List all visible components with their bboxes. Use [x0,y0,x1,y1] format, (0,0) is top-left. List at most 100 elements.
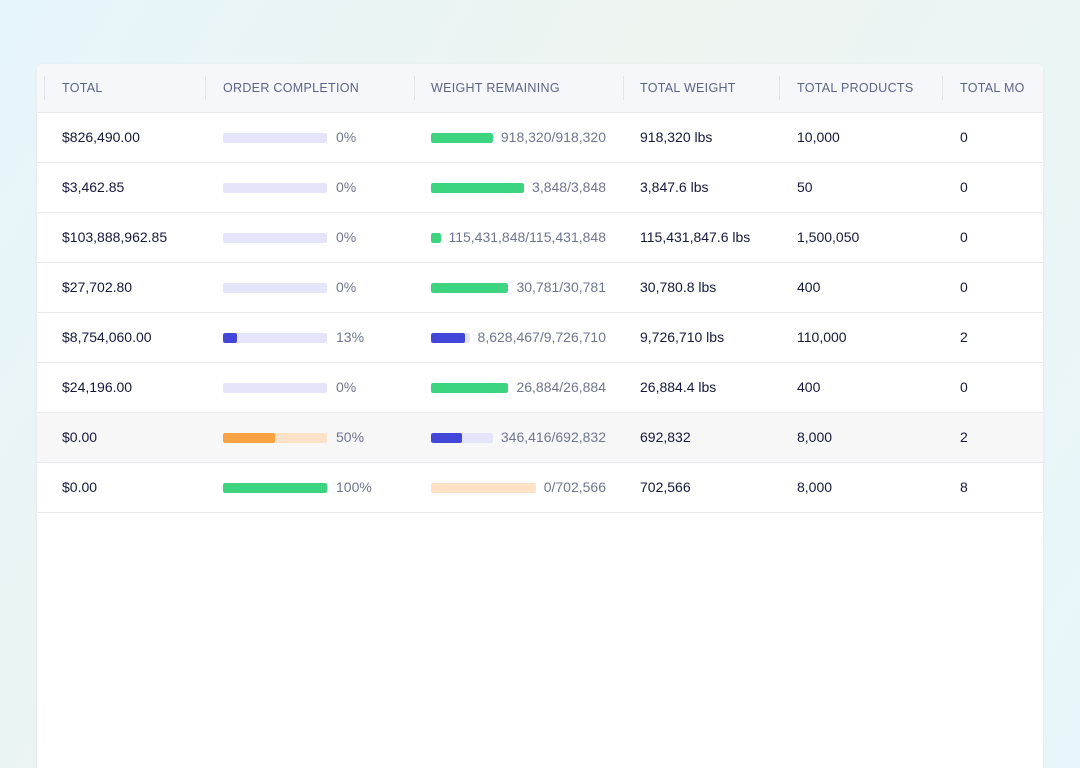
cell-total-weight: 702,566 [640,479,691,495]
weight-progress-bar [431,183,524,193]
weight-remaining-text: 26,884/26,884 [516,379,606,395]
weight-remaining-text: 0/702,566 [543,479,606,495]
cell-total-weight: 3,847.6 lbs [640,179,709,195]
cell-total: $24,196.00 [62,379,133,395]
cell-total: $0.00 [62,479,98,495]
cell-weight-remaining: 8,628,467/9,726,710 [431,313,606,362]
weight-progress-fill [431,333,465,343]
column-header-total-mo[interactable]: TOTAL MO [960,81,1025,95]
weight-remaining-text: 115,431,848/115,431,848 [448,229,606,245]
cell-weight-remaining: 346,416/692,832 [431,413,606,462]
cell-total-mo: 8 [960,479,968,495]
order-completion-percent: 50% [336,429,365,445]
weight-progress-bar [431,283,508,293]
column-header-order-completion[interactable]: ORDER COMPLETION [223,81,360,95]
cell-total: $0.00 [62,429,98,445]
table-row[interactable]: $0.00 50% 346,416/692,832 692,832 8,000 2 [37,413,1043,463]
column-separator [205,76,206,100]
order-progress-bar [223,183,327,193]
cell-order-completion: 0% [223,113,423,162]
cell-order-completion: 0% [223,213,423,262]
cell-total-mo: 2 [960,329,968,345]
table-row[interactable]: $826,490.00 0% 918,320/918,320 918,320 lbs 1… [37,113,1043,163]
cell-total: $27,702.80 [62,279,133,295]
cell-weight-remaining: 26,884/26,884 [431,363,606,412]
cell-total-products: 400 [797,279,821,295]
cell-total-mo: 2 [960,429,968,445]
cell-order-completion: 100% [223,463,423,512]
cell-total-mo: 0 [960,379,968,395]
column-header-total[interactable]: TOTAL [62,81,103,95]
weight-progress-bar [431,233,441,243]
order-progress-bar [223,283,327,293]
order-completion-percent: 0% [336,279,357,295]
column-header-total-weight[interactable]: TOTAL WEIGHT [640,81,736,95]
weight-progress-fill [431,233,441,243]
order-completion-percent: 0% [336,129,357,145]
cell-total-products: 110,000 [797,329,847,345]
column-header-total-products[interactable]: TOTAL PRODUCTS [797,81,914,95]
cell-weight-remaining: 3,848/3,848 [431,163,606,212]
weight-remaining-text: 346,416/692,832 [500,429,606,445]
weight-progress-fill [431,283,508,293]
order-completion-percent: 0% [336,379,357,395]
column-separator [623,76,624,100]
cell-order-completion: 13% [223,313,423,362]
cell-total-products: 8,000 [797,429,833,445]
weight-progress-bar [431,333,470,343]
cell-order-completion: 0% [223,263,423,312]
table-row[interactable]: $27,702.80 0% 30,781/30,781 30,780.8 lbs 400… [37,263,1043,313]
cell-total-products: 400 [797,379,821,395]
table-row[interactable]: $8,754,060.00 13% 8,628,467/9,726,710 9,726… [37,313,1043,363]
cell-total-products: 50 [797,179,813,195]
cell-total-weight: 918,320 lbs [640,129,713,145]
cell-total-weight: 26,884.4 lbs [640,379,717,395]
table-row[interactable]: $103,888,962.85 0% 115,431,848/115,431,848… [37,213,1043,263]
orders-table-panel: TOTAL ORDER COMPLETION WEIGHT REMAINING … [37,64,1043,768]
cell-weight-remaining: 115,431,848/115,431,848 [431,213,606,262]
cell-total-mo: 0 [960,129,968,145]
cell-total: $826,490.00 [62,129,140,145]
cell-total-weight: 30,780.8 lbs [640,279,717,295]
order-progress-fill [223,333,237,343]
weight-remaining-text: 3,848/3,848 [532,179,606,195]
weight-progress-bar [431,383,508,393]
order-progress-bar [223,383,327,393]
cell-total-mo: 0 [960,179,968,195]
order-completion-percent: 0% [336,179,357,195]
weight-remaining-text: 30,781/30,781 [516,279,606,295]
cell-weight-remaining: 0/702,566 [431,463,606,512]
cell-total-products: 1,500,050 [797,229,860,245]
order-completion-percent: 100% [336,479,372,495]
cell-total-weight: 115,431,847.6 lbs [640,229,751,245]
order-progress-bar [223,233,327,243]
column-header-weight-remaining[interactable]: WEIGHT REMAINING [431,81,560,95]
weight-progress-fill [431,433,462,443]
table-header: TOTAL ORDER COMPLETION WEIGHT REMAINING … [37,64,1043,113]
order-progress-fill [223,433,275,443]
weight-progress-fill [431,183,524,193]
table-row[interactable]: $3,462.85 0% 3,848/3,848 3,847.6 lbs 50 0 [37,163,1043,213]
cell-total: $103,888,962.85 [62,229,168,245]
cell-order-completion: 0% [223,163,423,212]
cell-order-completion: 50% [223,413,423,462]
cell-total-products: 10,000 [797,129,840,145]
order-progress-fill [223,483,327,493]
weight-progress-fill [431,133,493,143]
column-separator [414,76,415,100]
column-separator [942,76,943,100]
weight-progress-bar [431,483,536,493]
cell-total-weight: 9,726,710 lbs [640,329,725,345]
weight-progress-bar [431,433,493,443]
table-row[interactable]: $0.00 100% 0/702,566 702,566 8,000 8 [37,463,1043,513]
order-progress-bar [223,483,327,493]
weight-progress-bar [431,133,493,143]
order-completion-percent: 0% [336,229,357,245]
cell-total-products: 8,000 [797,479,833,495]
weight-remaining-text: 918,320/918,320 [500,129,606,145]
cell-total-weight: 692,832 [640,429,691,445]
table-row[interactable]: $24,196.00 0% 26,884/26,884 26,884.4 lbs 400… [37,363,1043,413]
weight-progress-fill [431,383,508,393]
order-progress-bar [223,133,327,143]
cell-total: $8,754,060.00 [62,329,152,345]
